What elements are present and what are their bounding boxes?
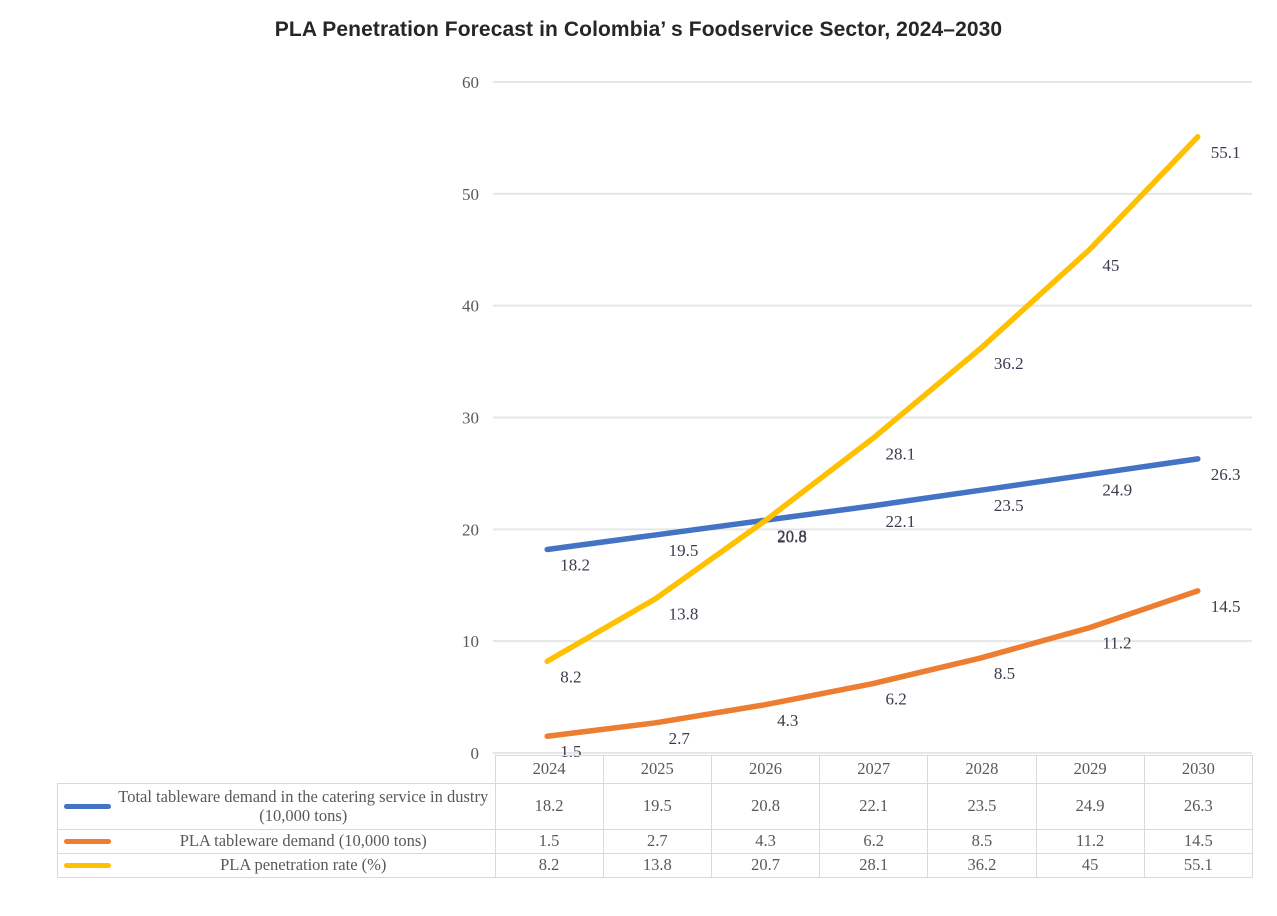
- data-label: 11.2: [1102, 634, 1131, 653]
- data-label: 8.2: [560, 667, 581, 686]
- data-label: 19.5: [669, 541, 699, 560]
- series-polyline: [544, 134, 1201, 665]
- data-label: 45: [1102, 256, 1119, 275]
- legend-label: PLA tableware demand (10,000 tons): [179, 831, 427, 851]
- data-label: 6.2: [886, 690, 907, 709]
- chart-data-table: 2024 2025 2026 2027 2028 2029 2030 Total tablew…: [57, 755, 1254, 878]
- series-line-0: [544, 456, 1201, 553]
- data-label: 14.5: [1211, 597, 1241, 616]
- table-row: PLA penetration rate (%) 8.2 13.8 20.7 28.1 3…: [57, 853, 1254, 878]
- legend-cell: PLA penetration rate (%): [57, 853, 496, 878]
- y-axis-tick-label: 20: [462, 520, 479, 539]
- legend-swatch-icon: [64, 804, 111, 809]
- data-label: 24.9: [1102, 481, 1132, 500]
- table-cell: 4.3: [710, 829, 821, 854]
- table-header-cell: 2028: [927, 755, 1037, 784]
- data-label: 28.1: [886, 445, 916, 464]
- table-header-cell: 2029: [1035, 755, 1145, 784]
- table-corner-cell: [58, 756, 496, 784]
- data-label: 20.8: [777, 528, 807, 547]
- table-cell: 19.5: [602, 783, 712, 830]
- data-label: 2.7: [669, 729, 691, 748]
- legend-cell: Total tableware demand in the catering s…: [57, 783, 496, 830]
- table-cell: 18.2: [494, 783, 604, 830]
- y-axis-tick-label: 40: [462, 297, 479, 316]
- table-cell: 1.5: [494, 829, 604, 854]
- table-cell: 20.7: [710, 853, 821, 878]
- y-axis-tick-label: 60: [462, 73, 479, 92]
- table-cell: 45: [1035, 853, 1145, 878]
- chart-title: PLA Penetration Forecast in Colombia’ s …: [274, 18, 1003, 41]
- table-header-cell: 2024: [494, 755, 604, 784]
- y-axis-tick-label: 10: [462, 632, 479, 651]
- data-label: 55.1: [1211, 143, 1241, 162]
- table-cell: 24.9: [1035, 783, 1145, 830]
- table-cell: 20.8: [710, 783, 821, 830]
- table-cell: 23.5: [927, 783, 1037, 830]
- data-label: 23.5: [994, 496, 1024, 515]
- table-cell: 11.2: [1035, 829, 1145, 854]
- table-header-row: 2024 2025 2026 2027 2028 2029 2030: [58, 755, 1254, 784]
- legend-label: PLA penetration rate (%): [220, 855, 387, 875]
- legend-label: Total tableware demand in the catering s…: [118, 787, 489, 825]
- table-row: PLA tableware demand (10,000 tons) 1.5 2.7…: [57, 829, 1254, 854]
- series-data-labels-0: 18.2 19.5 20.8 22.1 23.5 24.9 26.3: [560, 465, 1240, 575]
- series-line-2: [544, 134, 1201, 665]
- table-cell: 55.1: [1143, 853, 1254, 878]
- series-polyline: [544, 456, 1201, 553]
- series-data-labels-2: 8.2 13.8 20.8 28.1 36.2 45 55.1: [560, 143, 1240, 686]
- table-header-cell: 2030: [1143, 755, 1254, 784]
- series-polyline: [544, 588, 1201, 739]
- legend-swatch-icon: [64, 839, 111, 844]
- table-cell: 6.2: [819, 829, 929, 854]
- table-header-cell: 2027: [819, 755, 929, 784]
- table-cell: 2.7: [602, 829, 712, 854]
- data-label: 8.5: [994, 664, 1015, 683]
- data-label: 20.8: [777, 526, 807, 545]
- data-label: 18.2: [560, 555, 590, 574]
- table-cell: 26.3: [1143, 783, 1254, 830]
- data-label: 26.3: [1211, 465, 1241, 484]
- data-label: 4.3: [777, 711, 798, 730]
- y-axis-gridlines: 0 10 20 30 40 50 60: [462, 73, 1252, 763]
- data-label: 36.2: [994, 354, 1024, 373]
- series-line-1: [544, 588, 1201, 739]
- y-axis-tick-label: 30: [462, 409, 479, 428]
- table-row: Total tableware demand in the catering s…: [57, 783, 1254, 830]
- table-cell: 8.5: [927, 829, 1037, 854]
- table-cell: 14.5: [1143, 829, 1254, 854]
- y-axis-tick-label: 50: [462, 185, 479, 204]
- y-axis-tick-label: 0: [471, 744, 480, 763]
- table-cell: 13.8: [602, 853, 712, 878]
- data-label: 22.1: [886, 512, 916, 531]
- data-label: 13.8: [669, 605, 699, 624]
- table-header-cell: 2026: [710, 755, 821, 784]
- legend-cell: PLA tableware demand (10,000 tons): [57, 829, 496, 854]
- legend-swatch-icon: [64, 863, 111, 868]
- table-cell: 8.2: [494, 853, 604, 878]
- table-cell: 22.1: [819, 783, 929, 830]
- table-header-cell: 2025: [602, 755, 712, 784]
- table-cell: 36.2: [927, 853, 1037, 878]
- series-data-labels-1: 1.52.74.36.28.511.214.5: [560, 597, 1240, 761]
- table-cell: 28.1: [819, 853, 929, 878]
